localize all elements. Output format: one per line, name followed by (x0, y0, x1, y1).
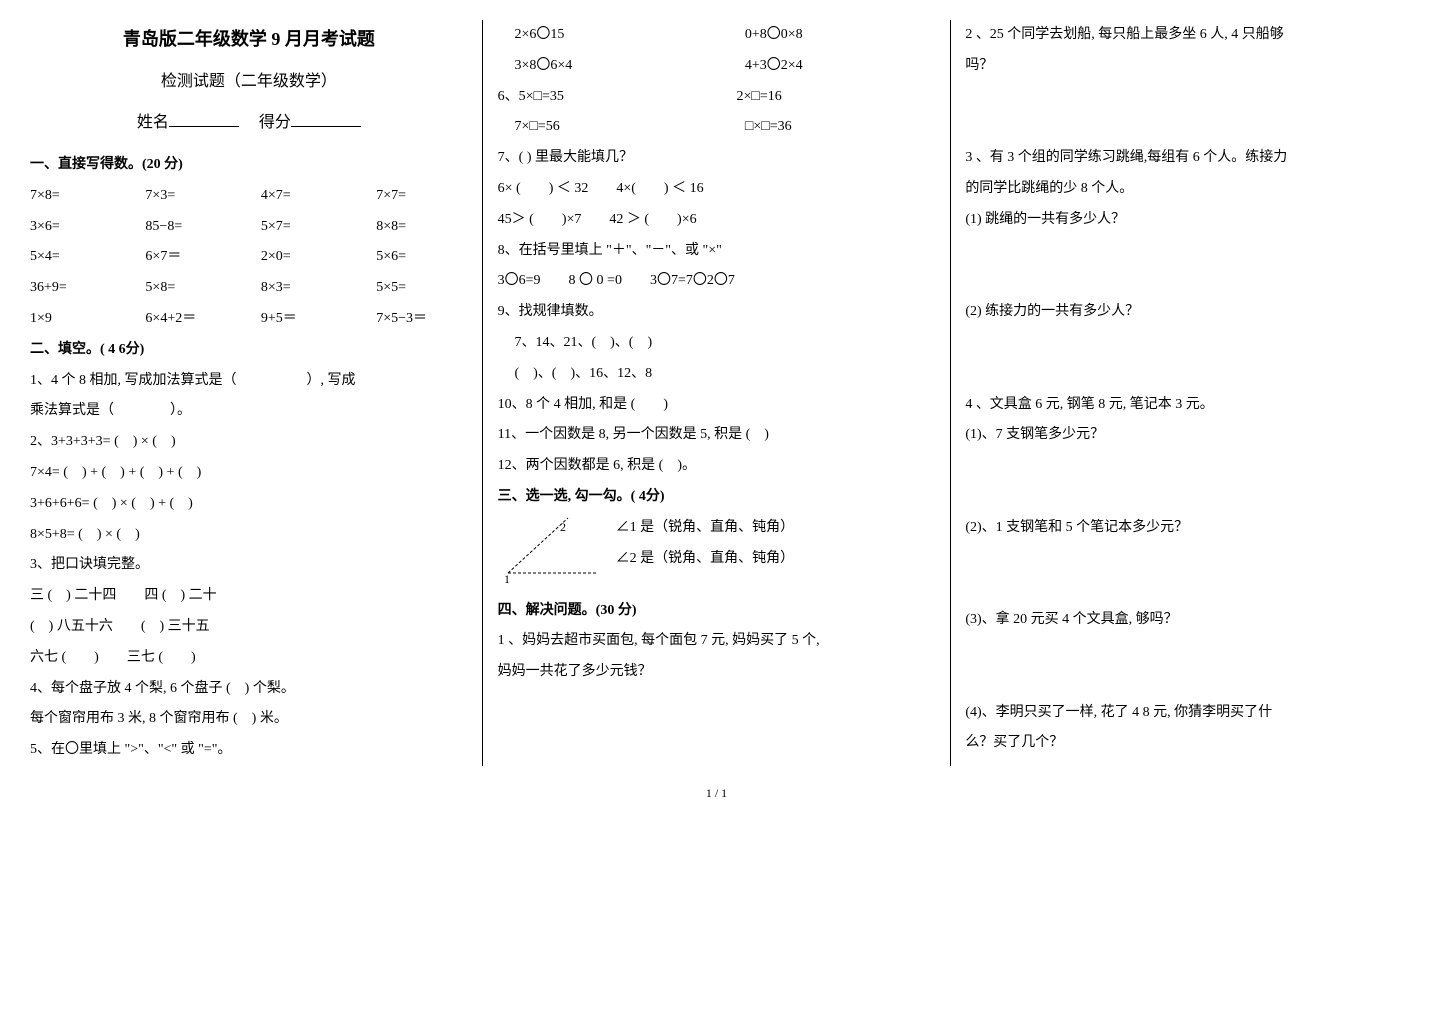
q-text: 7×4= ( ) + ( ) + ( ) + ( ) (30, 458, 468, 489)
calc-cell: 4×7= (261, 181, 352, 212)
calc-cell: 85−8= (145, 212, 236, 243)
calc-cell: 1×9 (30, 304, 121, 335)
calc-cell: 2×0= (261, 242, 352, 273)
q-text: 2 、25 个同学去划船, 每只船上最多坐 6 人, 4 只船够 (965, 20, 1403, 51)
q-text: 六七 ( ) 三七 ( ) (30, 643, 468, 674)
q-text: 3+6+6+6= ( ) × ( ) + ( ) (30, 489, 468, 520)
q-text: 的同学比跳绳的少 8 个人。 (965, 174, 1403, 205)
section-3-head: 三、选一选, 勾一勾。( 4分) (498, 482, 936, 513)
q-text: 3、把口诀填完整。 (30, 550, 468, 581)
calc-row: 3×6= 85−8= 5×7= 8×8= (30, 212, 468, 243)
calc-cell: 8×8= (376, 212, 467, 243)
calc-cell: 36+9= (30, 273, 121, 304)
q-text: ( )、( )、16、12、8 (498, 359, 936, 390)
calc-cell: 5×4= (30, 242, 121, 273)
q-text: 2×□=16 (736, 82, 935, 113)
name-score-line: 姓名 得分 (30, 105, 468, 140)
q-text: 11、一个因数是 8, 另一个因数是 5, 积是 ( ) (498, 420, 936, 451)
section-4-head: 四、解决问题。(30 分) (498, 596, 936, 627)
q-text: 7、( ) 里最大能填几？ (498, 143, 936, 174)
calc-row: 36+9= 5×8= 8×3= 5×5= (30, 273, 468, 304)
q-text: 6× ( ) ＜ 32 4×( ) ＜ 16 (498, 174, 936, 205)
q-text: 4 、文具盒 6 元, 钢笔 8 元, 笔记本 3 元。 (965, 390, 1403, 421)
angle-label-2: 2 (560, 520, 566, 534)
q-text: 三 ( ) 二十四 四 ( ) 二十 (30, 581, 468, 612)
q-text: 7、14、21、( )、( ) (498, 328, 936, 359)
q-text: (2) 练接力的一共有多少人？ (965, 297, 1403, 328)
q-text: 3×8〇6×4 (514, 51, 704, 82)
q-pair: 3×8〇6×4 4+3〇2×4 (498, 51, 936, 82)
q-text: 吗？ (965, 51, 1403, 82)
q-text: 2、3+3+3+3= ( ) × ( ) (30, 427, 468, 458)
calc-cell: 5×6= (376, 242, 467, 273)
q-text: 8×5+8= ( ) × ( ) (30, 520, 468, 551)
q-text: ( ) 八五十六 ( ) 三十五 (30, 612, 468, 643)
section-2-head: 二、填空。( 4 6分) (30, 335, 468, 366)
q-pair: 2×6〇15 0+8〇0×8 (498, 20, 936, 51)
calc-cell: 6×4+2＝ (145, 304, 236, 335)
q-text: 10、8 个 4 相加, 和是 ( ) (498, 390, 936, 421)
page-footer: 1 / 1 (30, 786, 1403, 801)
q-text: 4+3〇2×4 (745, 51, 935, 82)
q-pair: 7×□=56 □×□=36 (498, 112, 936, 143)
angle-block: 2 1 ∠1 是（锐角、直角、钝角） ∠2 是（锐角、直角、钝角） (498, 513, 936, 596)
q-text: 7×□=56 (514, 112, 704, 143)
q-text: 6、5×□=35 (498, 82, 697, 113)
page-subtitle: 检测试题（二年级数学） (30, 64, 468, 99)
calc-row: 5×4= 6×7＝ 2×0= 5×6= (30, 242, 468, 273)
q-text: 12、两个因数都是 6, 积是 ( )。 (498, 451, 936, 482)
q-text: (1)、7 支钢笔多少元？ (965, 420, 1403, 451)
section-1-head: 一、直接写得数。(20 分) (30, 150, 468, 181)
calc-cell: 5×5= (376, 273, 467, 304)
calc-cell: 5×8= (145, 273, 236, 304)
name-label: 姓名 (137, 114, 169, 131)
q-text: (4)、李明只买了一样, 花了 4 8 元, 你猜李明买了什 (965, 698, 1403, 729)
calc-cell: 7×3= (145, 181, 236, 212)
calc-cell: 3×6= (30, 212, 121, 243)
q-pair: 6、5×□=35 2×□=16 (498, 82, 936, 113)
q-text: 0+8〇0×8 (745, 20, 935, 51)
q-text: (2)、1 支钢笔和 5 个笔记本多少元？ (965, 513, 1403, 544)
calc-cell: 6×7＝ (145, 242, 236, 273)
calc-cell: 8×3= (261, 273, 352, 304)
calc-cell: 7×5−3＝ (376, 304, 467, 335)
angle-figure: 2 1 (498, 513, 608, 596)
q-text: 3〇6=9 8 〇 0 =0 3〇7=7〇2〇7 (498, 266, 936, 297)
q-text: □×□=36 (745, 112, 935, 143)
calc-row: 7×8= 7×3= 4×7= 7×7= (30, 181, 468, 212)
q-text: 1、4 个 8 相加, 写成加法算式是（ ）, 写成 (30, 366, 468, 397)
page-title: 青岛版二年级数学 9 月月考试题 (30, 20, 468, 60)
name-blank (169, 110, 239, 127)
q-text: (1) 跳绳的一共有多少人？ (965, 205, 1403, 236)
calc-cell: 7×8= (30, 181, 121, 212)
calc-row: 1×9 6×4+2＝ 9+5＝ 7×5−3＝ (30, 304, 468, 335)
score-blank (291, 110, 361, 127)
q-text: ∠2 是（锐角、直角、钝角） (616, 544, 795, 575)
q-text: 乘法算式是（ ）。 (30, 396, 468, 427)
q-text: 5、在〇里填上 ">"、"<" 或 "="。 (30, 735, 468, 766)
calc-cell: 7×7= (376, 181, 467, 212)
q-text: 妈妈一共花了多少元钱？ (498, 657, 936, 688)
calc-cell: 9+5＝ (261, 304, 352, 335)
q-text: 45＞ ( )×7 42 ＞ ( )×6 (498, 205, 936, 236)
q-text: 9、找规律填数。 (498, 297, 936, 328)
q-text: 2×6〇15 (514, 20, 704, 51)
q-text: (3)、拿 20 元买 4 个文具盒, 够吗？ (965, 605, 1403, 636)
angle-label-1: 1 (504, 572, 510, 583)
q-text: 3 、有 3 个组的同学练习跳绳,每组有 6 个人。练接力 (965, 143, 1403, 174)
score-label: 得分 (259, 114, 291, 131)
q-text: 每个窗帘用布 3 米, 8 个窗帘用布 ( ) 米。 (30, 704, 468, 735)
q-text: 么？买了几个？ (965, 728, 1403, 759)
calc-cell: 5×7= (261, 212, 352, 243)
q-text: 1 、妈妈去超市买面包, 每个面包 7 元, 妈妈买了 5 个, (498, 626, 936, 657)
q-text: ∠1 是（锐角、直角、钝角） (616, 513, 795, 544)
q-text: 8、在括号里填上 "＋"、"－"、或 "×" (498, 236, 936, 267)
q-text: 4、每个盘子放 4 个梨, 6 个盘子 ( ) 个梨。 (30, 674, 468, 705)
